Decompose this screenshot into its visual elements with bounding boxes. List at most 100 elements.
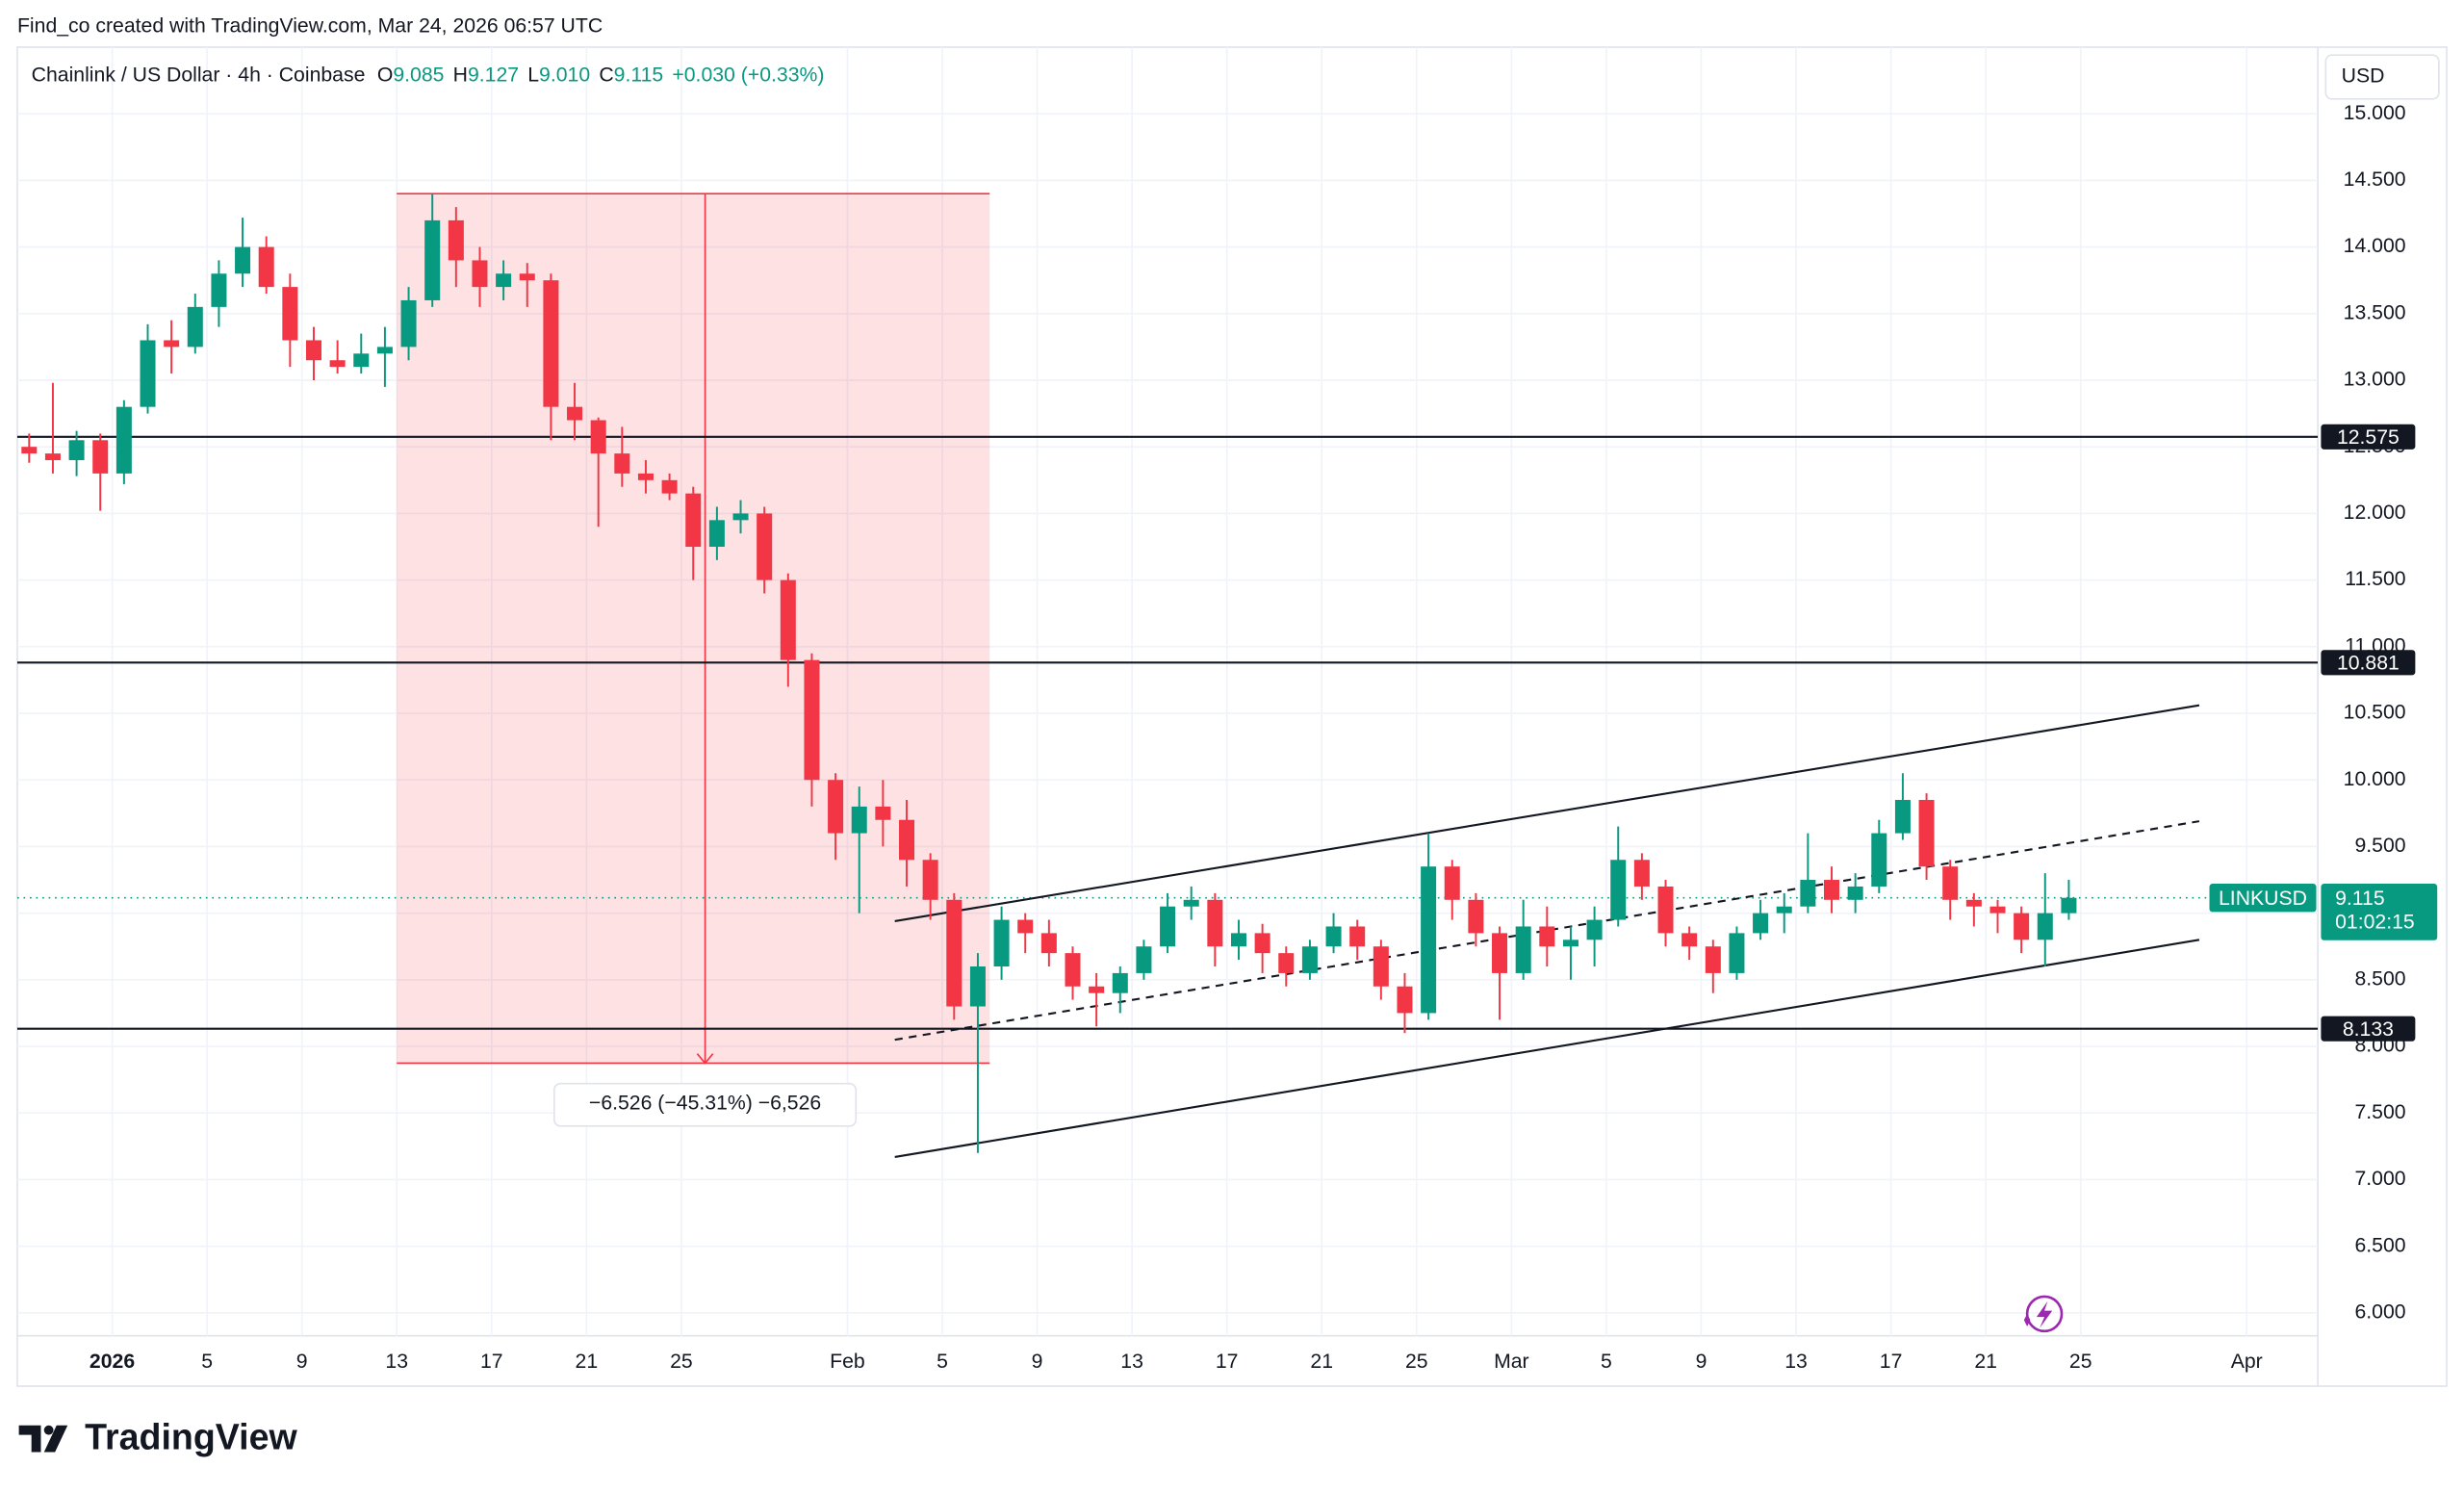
candle-body <box>757 513 773 580</box>
candle-body <box>211 273 227 307</box>
plot <box>16 193 2319 1158</box>
candle-body <box>1515 926 1531 973</box>
candle-body <box>1918 799 1935 867</box>
x-tick-label: Feb <box>830 1351 865 1373</box>
y-tick-label: 6.500 <box>2354 1234 2405 1256</box>
candle-body <box>1705 946 1721 973</box>
candle-body <box>44 453 61 461</box>
currency-button[interactable] <box>2324 54 2440 100</box>
x-tick-label: 25 <box>670 1351 693 1373</box>
x-tick-label: 5 <box>1601 1351 1612 1373</box>
candle-body <box>828 780 844 834</box>
price-badge-label: 8.133 <box>2343 1018 2394 1041</box>
x-tick-label: 21 <box>576 1351 599 1373</box>
candle-body <box>1492 933 1508 973</box>
candle-body <box>2061 897 2077 914</box>
candle-body <box>1230 933 1246 947</box>
candle-body <box>993 919 1010 966</box>
y-tick-label: 15.000 <box>2344 102 2406 124</box>
candle-body <box>282 287 298 341</box>
price-badge <box>2321 424 2416 450</box>
last-price-badge <box>2321 884 2438 940</box>
candle-body <box>1278 953 1295 973</box>
candle-body <box>1207 899 1223 947</box>
candle-body <box>732 513 749 521</box>
y-tick-label: 6.000 <box>2354 1300 2405 1323</box>
x-tick-label: 13 <box>1784 1351 1808 1373</box>
candle-body <box>1444 866 1460 900</box>
candle-body <box>400 299 417 348</box>
candle-body <box>2014 913 2030 940</box>
x-tick-label: 5 <box>201 1351 213 1373</box>
candle-body <box>424 219 441 300</box>
legend: Chainlink / US Dollar · 4h · Coinbase O9… <box>32 64 825 86</box>
brand: TradingView <box>85 1416 297 1456</box>
y-tick-label: 14.000 <box>2344 235 2406 257</box>
x-tick-label: 13 <box>385 1351 408 1373</box>
candle-body <box>1729 933 1745 973</box>
x-tick-label: 9 <box>1032 1351 1043 1373</box>
candle-body <box>590 420 606 454</box>
low-label: L <box>527 64 539 86</box>
candle-body <box>661 479 678 494</box>
y-tick-label: 13.000 <box>2344 369 2406 391</box>
candle-body <box>1871 833 1887 887</box>
candle-body <box>875 806 891 820</box>
chart-frame <box>16 46 2448 1387</box>
x-tick-label: Mar <box>1494 1351 1529 1373</box>
watermark: Find_co created with TradingView.com, Ma… <box>17 14 603 37</box>
lightning-icon[interactable] <box>2023 1295 2064 1333</box>
candle-body <box>2037 913 2053 940</box>
x-tick-label: 5 <box>937 1351 948 1373</box>
candle-body <box>946 899 962 1007</box>
candle-body <box>1942 866 1959 900</box>
candle-body <box>614 453 630 474</box>
x-tick-label: 17 <box>480 1351 503 1373</box>
candle-body <box>1017 919 1034 934</box>
y-tick-label: 10.500 <box>2344 702 2406 724</box>
grid <box>16 46 2319 1336</box>
candle-body <box>164 340 180 348</box>
high-label: H <box>453 64 468 86</box>
candle-body <box>376 347 393 354</box>
candle-body <box>1633 860 1650 887</box>
trend-line <box>894 704 2200 922</box>
candle-body <box>969 965 986 1007</box>
currency[interactable]: USD <box>2342 65 2385 88</box>
candle-body <box>637 473 654 480</box>
candle-body <box>1421 866 1437 1014</box>
measure-label-box <box>553 1082 858 1127</box>
brand-logo <box>18 1425 68 1453</box>
candle-body <box>780 579 796 660</box>
measure-label: −6.526 (−45.31%) −6,526 <box>589 1093 821 1115</box>
candle-body <box>1657 886 1674 934</box>
y-tick-label: 7.000 <box>2354 1168 2405 1190</box>
candle-body <box>1040 933 1057 954</box>
candle-body <box>21 447 38 454</box>
open-value: 9.085 <box>393 64 444 86</box>
candle-body <box>1894 799 1911 834</box>
candle-body <box>1136 946 1152 973</box>
candle-body <box>329 360 346 368</box>
x-tick-label: 17 <box>1880 1351 1903 1373</box>
x-tick-label: 25 <box>2069 1351 2092 1373</box>
candle-body <box>1468 899 1484 934</box>
candle-body <box>1301 946 1318 973</box>
candle-body <box>1989 906 2006 914</box>
candle-body <box>519 273 535 281</box>
candle-body <box>1112 972 1128 993</box>
x-tick-label: Apr <box>2231 1351 2263 1373</box>
low-value: 9.010 <box>539 64 590 86</box>
price-badge <box>2321 1016 2416 1042</box>
y-tick-label: 9.500 <box>2354 835 2405 857</box>
y-tick-label: 7.500 <box>2354 1101 2405 1123</box>
candle-body <box>1539 926 1555 947</box>
candle-body <box>1373 946 1389 987</box>
candle-body <box>685 493 702 548</box>
price-badge <box>2321 650 2416 676</box>
candle-body <box>92 440 109 474</box>
candle-body <box>1089 986 1105 993</box>
candle-body <box>1065 953 1081 987</box>
